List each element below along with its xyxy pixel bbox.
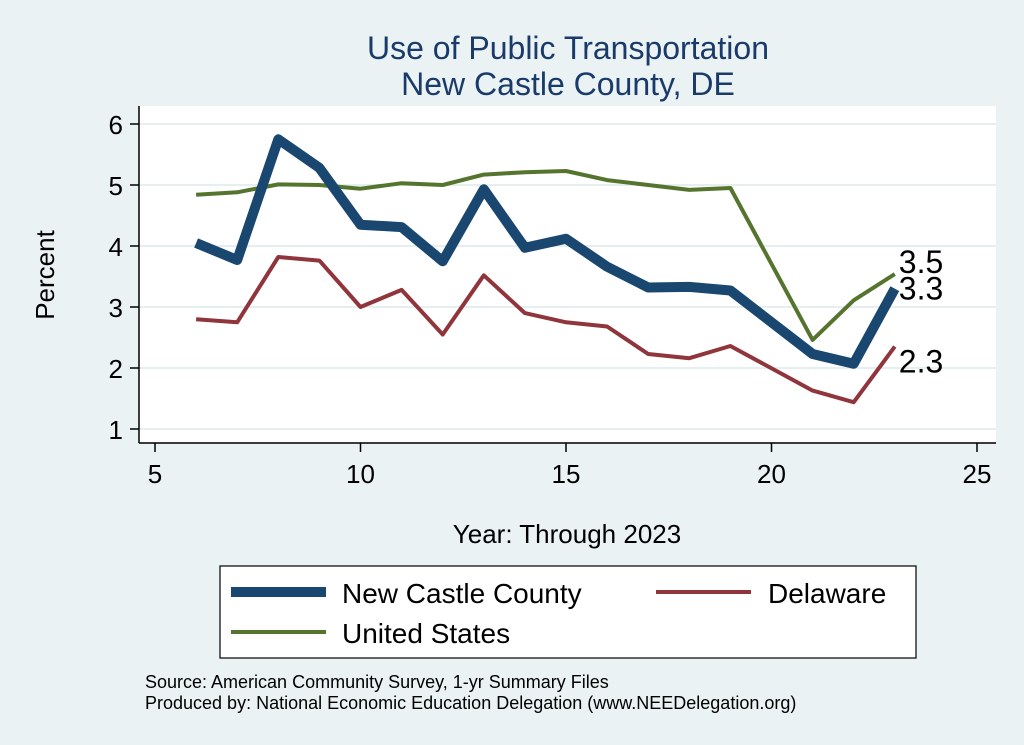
x-axis-title: Year: Through 2023 (453, 519, 681, 549)
y-tick-label-5: 5 (109, 171, 123, 201)
legend-label-new-castle-county: New Castle County (342, 578, 582, 609)
legend-label-delaware: Delaware (768, 578, 886, 609)
end-labels: 3.3 2.3 3.5 (899, 244, 943, 380)
legend-label-united-states: United States (342, 618, 510, 649)
end-label-united-states: 3.5 (899, 244, 943, 280)
y-tick-label-1: 1 (109, 415, 123, 445)
y-tick-label-6: 6 (109, 110, 123, 140)
source-note: Source: American Community Survey, 1-yr … (145, 672, 609, 692)
series-line-delaware (195, 255, 897, 405)
series-line-new-castle-county (194, 134, 900, 369)
series-layer (194, 134, 900, 405)
end-label-new-castle-county: 3.3 (899, 271, 943, 307)
x-tick-label-10: 10 (346, 459, 375, 489)
y-tick-label-2: 2 (109, 354, 123, 384)
producer-note: Produced by: National Economic Education… (145, 693, 796, 713)
legend: New Castle County Delaware United States (219, 565, 917, 659)
plot-area (139, 106, 996, 442)
chart-title: Use of Public Transportation (367, 30, 769, 66)
x-tick-label-25: 25 (963, 459, 992, 489)
x-tick-label-20: 20 (757, 459, 786, 489)
y-tick-label-4: 4 (109, 232, 123, 262)
chart-subtitle: New Castle County, DE (401, 66, 735, 102)
end-label-delaware: 2.3 (899, 344, 943, 380)
x-axis-ticks: 5 10 15 20 25 (148, 443, 992, 489)
series-line-united-states (195, 169, 896, 342)
x-tick-label-5: 5 (148, 459, 162, 489)
y-tick-label-3: 3 (109, 293, 123, 323)
legend-box (219, 565, 917, 659)
x-tick-label-15: 15 (552, 459, 581, 489)
y-axis-ticks: 1 2 3 4 5 6 (109, 110, 139, 445)
y-axis-title: Percent (30, 229, 60, 319)
